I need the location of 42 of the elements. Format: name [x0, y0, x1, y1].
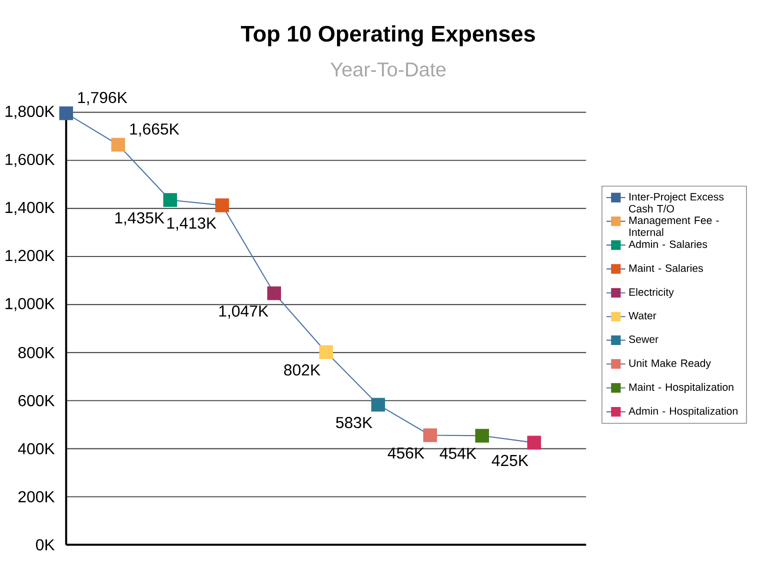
legend-label: Water — [628, 312, 656, 320]
chart-title: Top 10 Operating Expenses — [240, 25, 535, 47]
legend-label: Admin - Salaries — [628, 240, 708, 248]
point — [475, 429, 489, 443]
data-label: 454K — [440, 448, 476, 460]
data-label: 1,413K — [167, 218, 216, 231]
y-tick-label: 1,000K — [6, 298, 55, 312]
point — [59, 106, 74, 120]
data-label: 1,665K — [130, 124, 180, 137]
y-tick-label: 1,600K — [6, 154, 55, 168]
legend-label: Maint - Salaries — [629, 264, 703, 272]
legend-label: Management Fee - Internal — [629, 216, 719, 236]
data-label: 802K — [284, 364, 320, 376]
y-tick-label: 1,200K — [6, 250, 55, 264]
legend-label: Maint - Hospitalization — [629, 383, 734, 394]
point — [215, 198, 230, 212]
point — [163, 193, 178, 208]
data-label: 425K — [492, 455, 528, 466]
y-tick-label: 600K — [18, 395, 55, 406]
y-tick-label: 1,800K — [6, 106, 55, 120]
point — [111, 138, 126, 152]
data-label: 456K — [388, 448, 424, 459]
legend-label: Admin - Hospitalization — [628, 407, 738, 418]
point — [423, 428, 438, 442]
point — [319, 345, 334, 360]
data-label: 1,796K — [78, 92, 128, 106]
point — [371, 398, 386, 412]
data-label: 583K — [336, 417, 372, 428]
chart-subtitle: Year-To-Date — [330, 62, 446, 77]
legend-label: Inter-Project Excess Cash T/O — [629, 192, 724, 213]
y-tick-label: 800K — [18, 347, 55, 358]
point — [527, 436, 541, 450]
legend-label: Unit Make Ready — [629, 359, 711, 370]
point — [267, 286, 282, 300]
legend-label: Electricity — [629, 288, 674, 298]
legend-label: Sewer — [628, 336, 658, 344]
data-label: 1,435K — [115, 212, 164, 226]
y-tick-label: 200K — [18, 491, 55, 503]
y-tick-label: 400K — [18, 443, 55, 454]
y-tick-label: 0K — [36, 539, 55, 551]
data-label: 1,047K — [219, 306, 268, 319]
y-tick-label: 1,400K — [6, 202, 55, 216]
